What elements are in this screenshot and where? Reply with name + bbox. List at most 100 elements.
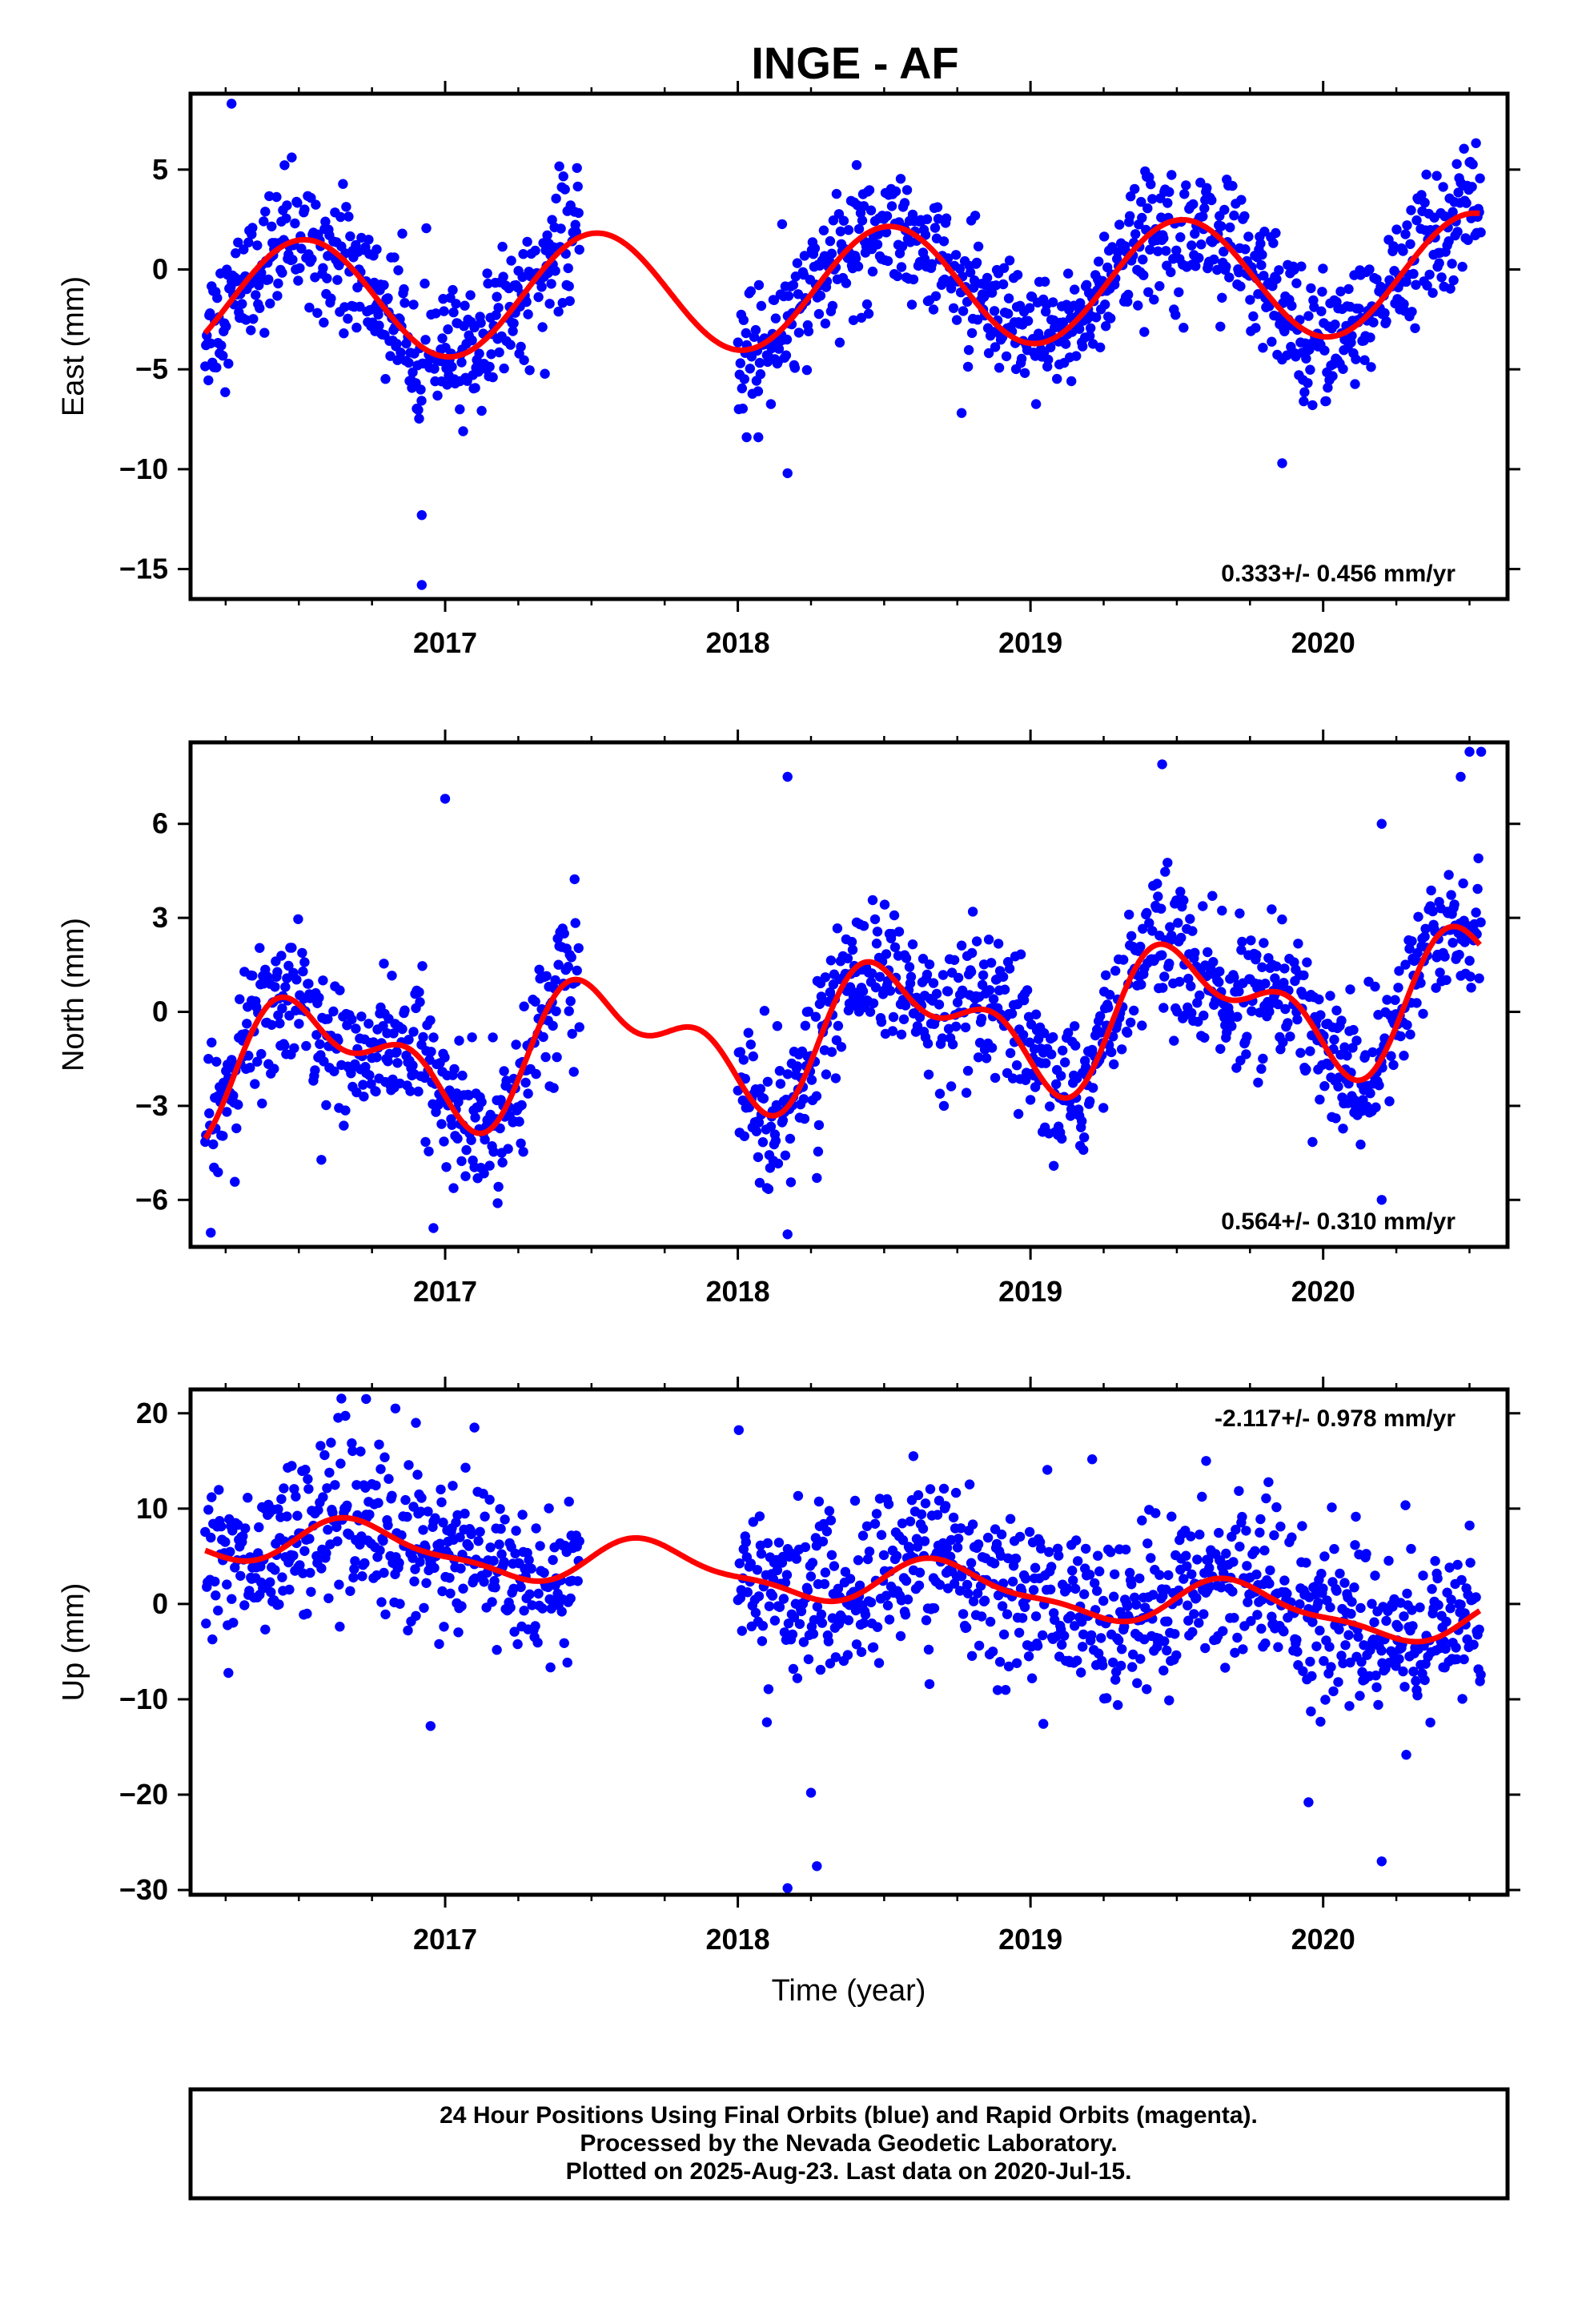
data-point (243, 1051, 254, 1061)
data-point (1292, 1647, 1303, 1657)
data-point (925, 1484, 936, 1494)
data-point (1283, 1018, 1293, 1028)
data-point (524, 1554, 534, 1566)
data-point (1048, 1031, 1058, 1043)
data-point (966, 967, 977, 977)
data-point (1007, 1576, 1018, 1587)
data-point (966, 328, 978, 339)
east-rate-label: 0.333+/- 0.456 mm/yr (1221, 561, 1456, 587)
data-point (934, 1088, 946, 1099)
data-point (1236, 945, 1247, 955)
data-point (798, 1637, 809, 1647)
data-point (1415, 978, 1426, 988)
data-point (965, 267, 976, 278)
data-point (339, 1120, 349, 1131)
data-point (323, 1593, 334, 1604)
data-point (1094, 256, 1104, 267)
data-point (1239, 211, 1250, 222)
data-point (932, 202, 943, 212)
data-point (1295, 1599, 1305, 1610)
data-point (803, 1654, 814, 1665)
data-point (985, 1616, 996, 1627)
data-point (1113, 247, 1123, 257)
data-point (428, 1223, 439, 1233)
data-point (1264, 1578, 1275, 1589)
data-point (1186, 240, 1197, 251)
data-point (316, 1563, 327, 1574)
data-point (416, 1493, 427, 1503)
data-point (900, 1610, 911, 1620)
data-point (1407, 307, 1417, 317)
data-point (754, 1511, 765, 1522)
data-point (488, 1032, 498, 1043)
data-point (486, 349, 496, 360)
data-point (769, 1615, 781, 1626)
data-point (564, 1496, 574, 1507)
data-point (1011, 1658, 1022, 1668)
data-point (914, 1567, 926, 1578)
data-point (858, 921, 869, 931)
data-point (763, 1184, 774, 1195)
data-point (928, 304, 939, 315)
data-point (887, 1026, 898, 1036)
data-point (1382, 995, 1392, 1005)
data-point (919, 1536, 930, 1546)
data-point (540, 368, 550, 379)
data-point (1160, 866, 1170, 877)
data-point (380, 1609, 391, 1620)
data-point (298, 966, 308, 977)
data-point (1349, 1582, 1359, 1593)
data-point (295, 1560, 305, 1570)
data-point (1036, 1543, 1046, 1554)
data-point (1139, 327, 1150, 337)
data-point (260, 1624, 271, 1635)
data-point (1335, 1568, 1345, 1579)
data-point (373, 309, 383, 320)
data-point (467, 335, 477, 346)
data-point (751, 1126, 762, 1136)
data-point (818, 225, 829, 235)
data-point (847, 944, 858, 955)
data-point (299, 1546, 310, 1557)
data-point (267, 1019, 277, 1031)
data-point (1116, 1660, 1126, 1671)
data-point (891, 1550, 902, 1562)
data-point (1278, 1037, 1288, 1047)
data-point (503, 1144, 513, 1154)
data-point (812, 1602, 823, 1612)
data-point (1269, 1530, 1279, 1541)
data-point (287, 943, 297, 953)
data-point (417, 961, 428, 971)
data-point (1291, 1634, 1302, 1645)
east-frame (188, 91, 1510, 601)
data-point (303, 1484, 314, 1494)
up-x-tick-label: 2019 (998, 1923, 1062, 1956)
data-point (400, 1494, 411, 1506)
data-point (1091, 312, 1102, 323)
data-point (1351, 1035, 1362, 1046)
data-point (1313, 1598, 1323, 1608)
data-point (380, 374, 391, 384)
data-point (832, 923, 843, 934)
data-point (861, 299, 873, 310)
data-point (813, 1120, 825, 1131)
data-point (302, 1608, 312, 1619)
data-point (1175, 887, 1186, 897)
data-point (456, 357, 467, 368)
data-point (1002, 308, 1014, 319)
data-point (426, 1047, 436, 1057)
data-point (1171, 245, 1182, 255)
data-point (885, 986, 896, 996)
data-point (442, 380, 452, 390)
data-point (445, 1588, 456, 1599)
data-point (210, 1576, 220, 1587)
data-point (1298, 1666, 1308, 1676)
data-point (1265, 1565, 1275, 1576)
data-point (1373, 1699, 1383, 1711)
data-point (809, 1614, 820, 1626)
data-point (1292, 1014, 1303, 1025)
data-point (976, 1013, 987, 1024)
data-point (393, 265, 404, 275)
data-point (798, 1094, 809, 1104)
data-point (324, 1467, 335, 1478)
